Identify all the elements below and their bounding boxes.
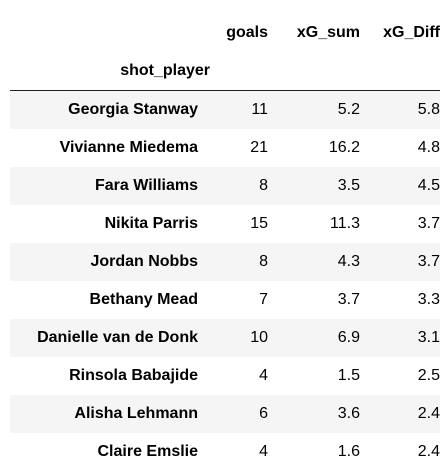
table-row: Jordan Nobbs 8 4.3 3.7: [10, 243, 440, 281]
cell-xg-sum: 3.5: [337, 177, 360, 194]
cell-xg-diff: 2.5: [417, 367, 440, 384]
row-player-name: Alisha Lehmann: [74, 405, 198, 422]
table-body: Georgia Stanway 11 5.2 5.8 Vivianne Miedema 2…: [10, 90, 440, 471]
cell-xg-sum: 6.9: [337, 329, 360, 346]
row-player-name: Danielle van de Donk: [37, 329, 198, 346]
cell-xg-sum: 16.2: [328, 139, 360, 156]
index-name-header: shot_player: [120, 62, 210, 79]
cell-xg-diff: 5.8: [417, 101, 440, 118]
cell-goals: 21: [250, 139, 268, 156]
dataframe-table: goals xG_sum xG_Diff shot_player Georgia…: [10, 14, 440, 471]
table-header: goals xG_sum xG_Diff shot_player: [10, 14, 440, 91]
table-row: Fara Williams 8 3.5 4.5: [10, 167, 440, 205]
row-player-name: Georgia Stanway: [68, 101, 198, 118]
cell-xg-sum: 3.7: [337, 291, 360, 308]
table-row: Georgia Stanway 11 5.2 5.8: [10, 90, 440, 129]
table-row: Danielle van de Donk 10 6.9 3.1: [10, 319, 440, 357]
column-header-xg-diff: xG_Diff: [383, 24, 440, 41]
cell-goals: 10: [250, 329, 268, 346]
table-row: Rinsola Babajide 4 1.5 2.5: [10, 357, 440, 395]
index-header-blank-xg-sum: [268, 52, 360, 91]
cell-goals: 11: [251, 101, 268, 118]
table-row: Vivianne Miedema 21 16.2 4.8: [10, 129, 440, 167]
cell-xg-diff: 2.4: [417, 405, 440, 422]
cell-xg-diff: 3.3: [417, 291, 440, 308]
cell-xg-diff: 3.7: [417, 253, 440, 270]
row-player-name: Nikita Parris: [104, 215, 198, 232]
cell-xg-sum: 11.3: [330, 215, 360, 232]
column-header-xg-sum: xG_sum: [296, 24, 360, 41]
cell-goals: 8: [259, 253, 268, 270]
row-player-name: Jordan Nobbs: [90, 253, 198, 270]
row-player-name: Vivianne Miedema: [59, 139, 198, 156]
cell-goals: 6: [259, 405, 268, 422]
cell-goals: 4: [259, 443, 268, 460]
cell-xg-diff: 2.4: [417, 443, 440, 460]
table-row: Alisha Lehmann 6 3.6 2.4: [10, 395, 440, 433]
index-header-blank-goals: [210, 52, 268, 91]
cell-xg-sum: 1.6: [337, 443, 360, 460]
cell-xg-diff: 3.7: [417, 215, 440, 232]
column-header-row: goals xG_sum xG_Diff: [10, 14, 440, 52]
table-row: Nikita Parris 15 11.3 3.7: [10, 205, 440, 243]
header-corner: [10, 14, 210, 52]
cell-xg-diff: 4.5: [417, 177, 440, 194]
cell-xg-diff: 3.1: [417, 329, 440, 346]
cell-xg-sum: 1.5: [337, 367, 360, 384]
index-header-blank-xg-diff: [360, 52, 440, 91]
row-player-name: Fara Williams: [94, 177, 198, 194]
column-header-goals: goals: [226, 24, 268, 41]
row-player-name: Rinsola Babajide: [69, 367, 198, 384]
index-header-row: shot_player: [10, 52, 440, 91]
cell-xg-sum: 5.2: [337, 101, 360, 118]
cell-goals: 15: [250, 215, 268, 232]
cell-goals: 7: [259, 291, 268, 308]
cell-goals: 4: [259, 367, 268, 384]
table-row: Bethany Mead 7 3.7 3.3: [10, 281, 440, 319]
cell-goals: 8: [259, 177, 268, 194]
row-player-name: Bethany Mead: [89, 291, 198, 308]
cell-xg-sum: 3.6: [337, 405, 360, 422]
cell-xg-sum: 4.3: [337, 253, 360, 270]
cell-xg-diff: 4.8: [417, 139, 440, 156]
table-row: Claire Emslie 4 1.6 2.4: [10, 433, 440, 471]
row-player-name: Claire Emslie: [97, 443, 199, 460]
